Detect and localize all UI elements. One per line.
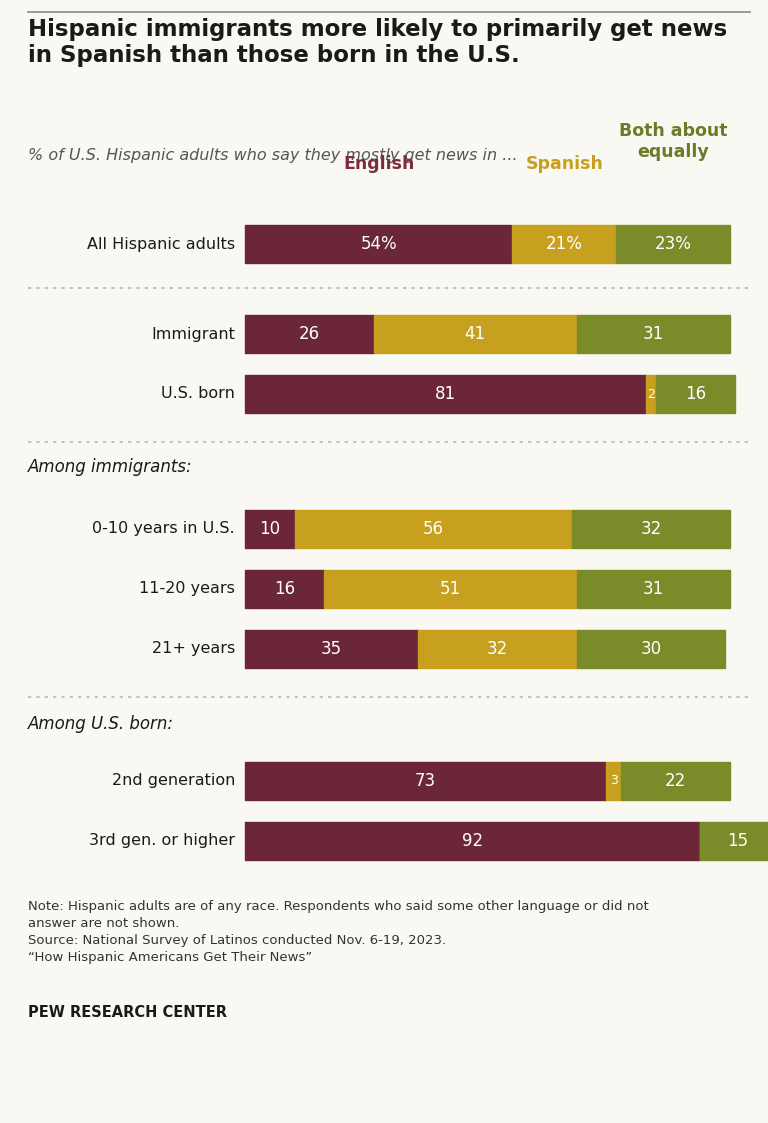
Text: PEW RESEARCH CENTER: PEW RESEARCH CENTER bbox=[28, 1005, 227, 1020]
Bar bbox=[646, 375, 656, 413]
Text: English: English bbox=[343, 155, 415, 173]
Text: 41: 41 bbox=[465, 325, 485, 343]
Text: 26: 26 bbox=[299, 325, 320, 343]
Bar bbox=[245, 510, 294, 548]
Bar bbox=[245, 314, 374, 353]
Bar bbox=[294, 510, 571, 548]
Bar bbox=[245, 630, 419, 668]
Text: 10: 10 bbox=[259, 520, 280, 538]
Text: Among immigrants:: Among immigrants: bbox=[28, 458, 193, 476]
Bar bbox=[577, 570, 730, 608]
Bar bbox=[245, 763, 607, 800]
Text: 35: 35 bbox=[321, 640, 343, 658]
Text: 54%: 54% bbox=[360, 235, 397, 253]
Bar bbox=[607, 763, 621, 800]
Bar bbox=[700, 822, 768, 860]
Text: 16: 16 bbox=[685, 385, 706, 403]
Bar bbox=[621, 763, 730, 800]
Text: % of U.S. Hispanic adults who say they mostly get news in ...: % of U.S. Hispanic adults who say they m… bbox=[28, 148, 518, 163]
Text: 32: 32 bbox=[641, 520, 661, 538]
Bar bbox=[512, 225, 616, 263]
Text: 3: 3 bbox=[610, 775, 617, 787]
Text: Spanish: Spanish bbox=[525, 155, 603, 173]
Text: 21%: 21% bbox=[546, 235, 583, 253]
Text: 2: 2 bbox=[647, 387, 655, 401]
Bar bbox=[324, 570, 577, 608]
Text: 16: 16 bbox=[274, 579, 295, 599]
Text: 51: 51 bbox=[440, 579, 461, 599]
Bar bbox=[571, 510, 730, 548]
Text: 81: 81 bbox=[435, 385, 456, 403]
Bar bbox=[374, 314, 577, 353]
Text: 15: 15 bbox=[727, 832, 748, 850]
Text: Immigrant: Immigrant bbox=[151, 327, 235, 341]
Text: 22: 22 bbox=[665, 772, 687, 789]
Text: 73: 73 bbox=[415, 772, 436, 789]
Bar bbox=[245, 225, 512, 263]
Bar bbox=[245, 570, 324, 608]
Text: U.S. born: U.S. born bbox=[161, 386, 235, 402]
Text: Both about
equally: Both about equally bbox=[619, 122, 727, 161]
Text: 56: 56 bbox=[422, 520, 444, 538]
Text: Among U.S. born:: Among U.S. born: bbox=[28, 715, 174, 733]
Text: 31: 31 bbox=[643, 579, 664, 599]
Text: 32: 32 bbox=[487, 640, 508, 658]
Bar bbox=[245, 822, 700, 860]
Bar bbox=[577, 314, 730, 353]
Text: 21+ years: 21+ years bbox=[152, 641, 235, 657]
Text: 2nd generation: 2nd generation bbox=[111, 774, 235, 788]
Bar bbox=[419, 630, 577, 668]
Bar bbox=[656, 375, 735, 413]
Text: 23%: 23% bbox=[655, 235, 692, 253]
Text: 3rd gen. or higher: 3rd gen. or higher bbox=[89, 833, 235, 849]
Bar bbox=[616, 225, 730, 263]
Text: All Hispanic adults: All Hispanic adults bbox=[87, 237, 235, 252]
Text: 30: 30 bbox=[641, 640, 661, 658]
Text: 92: 92 bbox=[462, 832, 483, 850]
Bar bbox=[245, 375, 646, 413]
Text: Hispanic immigrants more likely to primarily get news
in Spanish than those born: Hispanic immigrants more likely to prima… bbox=[28, 18, 727, 66]
Text: Note: Hispanic adults are of any race. Respondents who said some other language : Note: Hispanic adults are of any race. R… bbox=[28, 900, 649, 964]
Text: 0-10 years in U.S.: 0-10 years in U.S. bbox=[92, 521, 235, 537]
Bar bbox=[577, 630, 725, 668]
Text: 11-20 years: 11-20 years bbox=[139, 582, 235, 596]
Text: 31: 31 bbox=[643, 325, 664, 343]
